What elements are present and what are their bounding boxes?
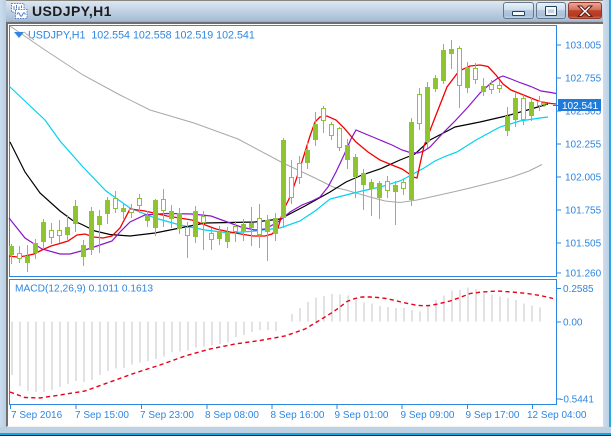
svg-text:0.00: 0.00 xyxy=(563,317,583,328)
svg-text:USDJPY,H1 102.554 102.558 102: USDJPY,H1 102.554 102.558 102.519 102.54… xyxy=(28,30,255,42)
svg-text:-0.5441: -0.5441 xyxy=(560,394,594,405)
svg-text:102.755: 102.755 xyxy=(565,73,602,84)
svg-text:12 Sep 04:00: 12 Sep 04:00 xyxy=(527,410,587,421)
svg-text:102.255: 102.255 xyxy=(565,139,602,150)
svg-text:102.505: 102.505 xyxy=(565,106,602,117)
svg-text:7 Sep 23:00: 7 Sep 23:00 xyxy=(140,410,194,421)
svg-text:101.505: 101.505 xyxy=(565,238,602,249)
svg-text:101.260: 101.260 xyxy=(565,268,602,279)
svg-text:102.541: 102.541 xyxy=(562,101,599,112)
svg-text:9 Sep 09:00: 9 Sep 09:00 xyxy=(401,410,455,421)
svg-text:7 Sep 2016: 7 Sep 2016 xyxy=(11,410,63,421)
svg-text:0.2585: 0.2585 xyxy=(563,284,594,295)
svg-text:8 Sep 08:00: 8 Sep 08:00 xyxy=(205,410,259,421)
svg-text:102.005: 102.005 xyxy=(565,172,602,183)
svg-text:101.755: 101.755 xyxy=(565,205,602,216)
svg-text:9 Sep 01:00: 9 Sep 01:00 xyxy=(335,410,389,421)
svg-text:103.005: 103.005 xyxy=(565,40,602,51)
svg-text:MACD(12,26,9) 0.1011 0.1613: MACD(12,26,9) 0.1011 0.1613 xyxy=(15,284,153,295)
svg-text:7 Sep 15:00: 7 Sep 15:00 xyxy=(75,410,129,421)
svg-text:9 Sep 17:00: 9 Sep 17:00 xyxy=(466,410,520,421)
svg-text:8 Sep 16:00: 8 Sep 16:00 xyxy=(271,410,325,421)
